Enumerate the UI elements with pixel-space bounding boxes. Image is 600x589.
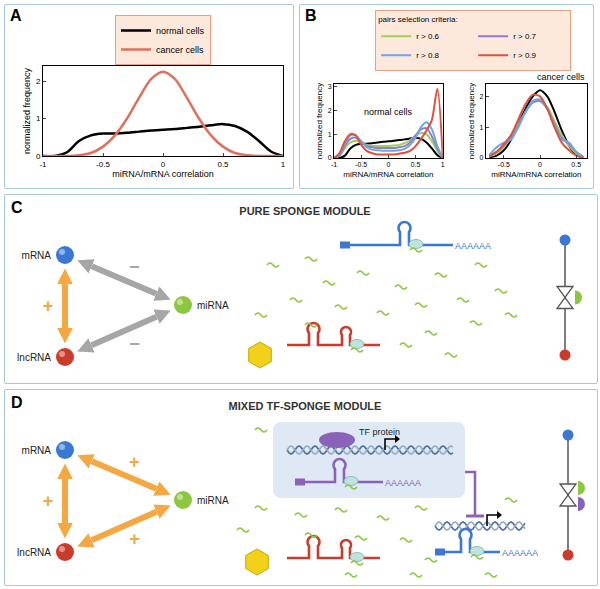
svg-text:miRNA/mRNA correlation: miRNA/mRNA correlation: [491, 170, 581, 179]
svg-text:AAAAAA: AAAAAA: [455, 241, 491, 251]
svg-text:1: 1: [479, 124, 483, 131]
svg-text:1: 1: [36, 114, 41, 123]
svg-text:lncRNA: lncRNA: [17, 352, 51, 363]
svg-text:0.5: 0.5: [411, 161, 421, 168]
svg-text:+: +: [129, 529, 140, 549]
svg-text:-1: -1: [331, 161, 337, 168]
svg-text:1: 1: [328, 131, 332, 138]
svg-text:0: 0: [36, 152, 41, 161]
svg-text:normal cells: normal cells: [156, 26, 205, 36]
svg-text:miRNA: miRNA: [197, 495, 229, 506]
svg-text:cancer cells: cancer cells: [156, 45, 204, 55]
svg-text:cancer cells: cancer cells: [537, 72, 585, 82]
svg-text:miRNA/mRNA correlation: miRNA/mRNA correlation: [343, 170, 433, 179]
svg-text:−: −: [129, 334, 140, 354]
svg-text:r > 0.6: r > 0.6: [416, 32, 439, 41]
svg-text:PURE SPONGE MODULE: PURE SPONGE MODULE: [239, 205, 370, 217]
svg-text:1: 1: [441, 161, 445, 168]
svg-text:0: 0: [161, 160, 166, 169]
svg-text:-1: -1: [39, 160, 47, 169]
svg-text:0: 0: [386, 161, 390, 168]
svg-text:D: D: [11, 394, 23, 411]
svg-text:+: +: [43, 491, 54, 511]
svg-text:MIXED TF-SPONGE MODULE: MIXED TF-SPONGE MODULE: [229, 400, 382, 412]
svg-text:1: 1: [281, 160, 286, 169]
svg-text:mRNA: mRNA: [22, 445, 52, 456]
svg-text:r > 0.7: r > 0.7: [513, 32, 536, 41]
svg-text:lncRNA: lncRNA: [17, 547, 51, 558]
svg-text:−: −: [129, 257, 140, 277]
svg-text:2: 2: [36, 77, 41, 86]
svg-text:2: 2: [479, 93, 483, 100]
svg-text:-0.5: -0.5: [96, 160, 110, 169]
svg-text:0: 0: [479, 154, 483, 161]
svg-text:+: +: [43, 296, 54, 316]
svg-text:pairs selection criteria:: pairs selection criteria:: [378, 15, 458, 24]
svg-text:AAAAAA: AAAAAA: [502, 548, 538, 558]
svg-text:r > 0.9: r > 0.9: [513, 51, 536, 60]
svg-text:0: 0: [328, 154, 332, 161]
svg-text:normalized frequency: normalized frequency: [22, 67, 32, 154]
svg-text:0.5: 0.5: [217, 160, 229, 169]
svg-text:normalized frequency: normalized frequency: [315, 83, 324, 159]
svg-text:normalized frequency: normalized frequency: [467, 83, 476, 159]
svg-text:0.5: 0.5: [571, 161, 581, 168]
svg-text:-0.5: -0.5: [498, 161, 510, 168]
svg-text:0: 0: [538, 161, 542, 168]
svg-text:2: 2: [328, 107, 332, 114]
svg-text:normal cells: normal cells: [364, 107, 413, 117]
svg-text:miRNA/mRNA correlation: miRNA/mRNA correlation: [112, 169, 214, 179]
svg-text:TF protein: TF protein: [359, 427, 400, 437]
svg-text:+: +: [129, 452, 140, 472]
html-text:B: B: [305, 7, 317, 24]
svg-text:-0.5: -0.5: [355, 161, 367, 168]
svg-text:r > 0.8: r > 0.8: [416, 51, 439, 60]
svg-text:mRNA: mRNA: [22, 250, 52, 261]
svg-text:AAAAAA: AAAAAA: [385, 478, 421, 488]
svg-text:miRNA: miRNA: [197, 300, 229, 311]
svg-text:3: 3: [328, 83, 332, 90]
svg-text:C: C: [11, 199, 23, 216]
html-text:A: A: [10, 7, 22, 24]
